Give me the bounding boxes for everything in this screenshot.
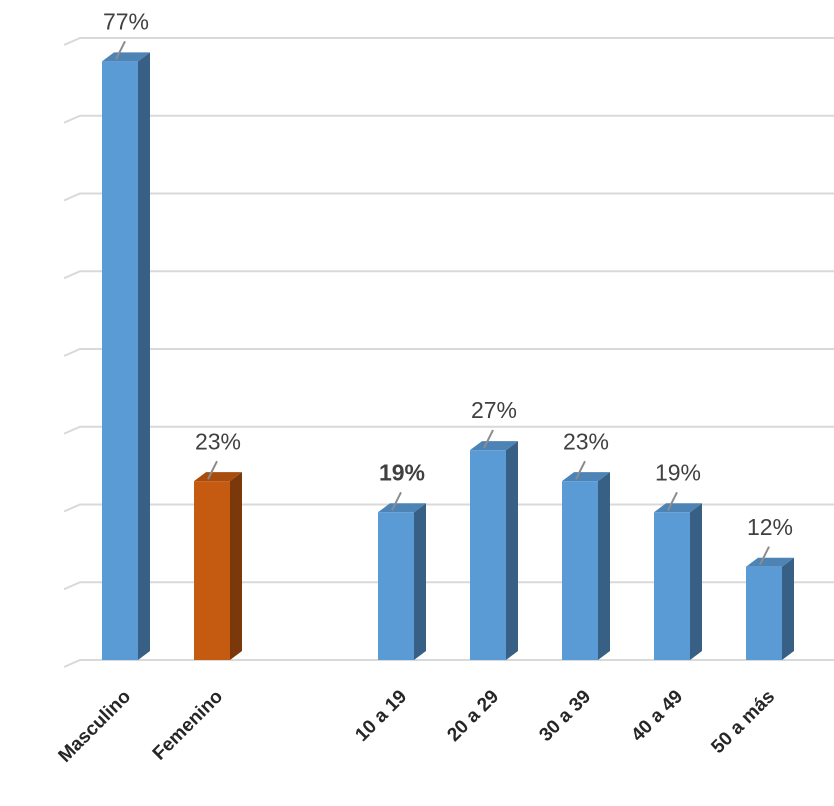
leader-line <box>759 546 770 566</box>
leader-line <box>483 429 494 449</box>
value-label: 12% <box>747 514 793 540</box>
bar-face <box>654 503 702 513</box>
bar <box>746 557 794 660</box>
bar-face <box>378 503 426 513</box>
grid-line <box>63 581 834 591</box>
bar-face <box>194 481 230 660</box>
grid-line <box>63 37 834 46</box>
bar-face <box>194 472 242 482</box>
x-tick-label: 30 a 39 <box>535 686 595 746</box>
leader-line <box>667 491 678 511</box>
leader-line <box>575 460 586 480</box>
grid-line <box>63 114 834 124</box>
bar-face <box>138 52 150 660</box>
grid-line <box>63 192 834 202</box>
bar <box>654 503 702 660</box>
bar-face <box>102 52 150 62</box>
bar-face <box>782 557 794 660</box>
bar-face <box>746 557 794 567</box>
value-label: 19% <box>655 459 701 485</box>
value-label: 23% <box>195 428 241 454</box>
bar <box>194 472 242 660</box>
bar-face <box>470 450 506 660</box>
bar-face <box>598 472 610 660</box>
bar-face <box>102 61 138 660</box>
bar-face <box>414 503 426 660</box>
bar-face <box>654 512 690 660</box>
grid-line <box>63 348 834 357</box>
leader-line <box>391 491 402 511</box>
bar <box>470 441 518 660</box>
x-tick-label: 50 a más <box>707 686 779 758</box>
x-tick-label: 20 a 29 <box>443 686 503 746</box>
bar <box>562 472 610 660</box>
bar-face <box>506 441 518 660</box>
bar-face <box>690 503 702 660</box>
x-tick-label: 10 a 19 <box>351 686 411 746</box>
grid-line <box>63 270 834 280</box>
bar-face <box>230 472 242 660</box>
leader-line <box>115 40 126 60</box>
bar-face <box>562 472 610 482</box>
grid-line <box>63 503 834 513</box>
value-label: 23% <box>563 428 609 454</box>
bar-face <box>378 512 414 660</box>
x-tick-label: Femenino <box>149 686 227 764</box>
bar-face <box>746 566 782 660</box>
leader-line <box>207 460 218 480</box>
x-tick-label: 40 a 49 <box>627 686 687 746</box>
bar <box>378 503 426 660</box>
grid-line <box>63 425 834 435</box>
value-label: 19% <box>379 459 425 485</box>
bar-face <box>562 481 598 660</box>
value-label: 27% <box>471 397 517 423</box>
grid-line <box>63 659 834 668</box>
x-tick-label: Masculino <box>55 686 136 767</box>
bar-face <box>470 441 518 451</box>
bar <box>102 52 150 660</box>
value-label: 77% <box>103 8 149 34</box>
